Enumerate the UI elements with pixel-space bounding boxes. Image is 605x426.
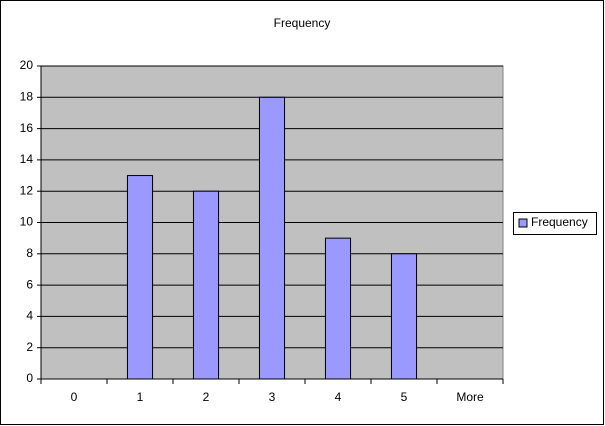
legend-label: Frequency [531,215,588,229]
x-tick-label: More [456,390,484,404]
y-tick-label: 16 [20,121,34,135]
x-tick-label: 1 [137,390,144,404]
legend-swatch [518,218,528,228]
y-tick-label: 20 [20,58,34,72]
y-tick-label: 12 [20,183,34,197]
y-tick-label: 8 [26,246,33,260]
x-tick-label: 5 [401,390,408,404]
bar [324,237,352,380]
y-tick-label: 18 [20,89,34,103]
y-tick-label: 6 [26,277,33,291]
y-tick-label: 10 [20,215,34,229]
bar [126,175,154,380]
chart-title: Frequency [274,16,331,30]
x-tick-label: 0 [71,390,78,404]
bar [192,190,220,380]
bar [390,253,418,380]
y-tick-label: 4 [26,309,33,323]
bar [258,96,286,380]
x-tick-label: 4 [335,390,342,404]
y-tick-label: 14 [20,152,34,166]
x-tick-label: 3 [269,390,276,404]
y-tick-label: 2 [26,340,33,354]
x-tick-label: 2 [203,390,210,404]
legend-box [513,212,597,235]
y-tick-label: 0 [26,371,33,385]
